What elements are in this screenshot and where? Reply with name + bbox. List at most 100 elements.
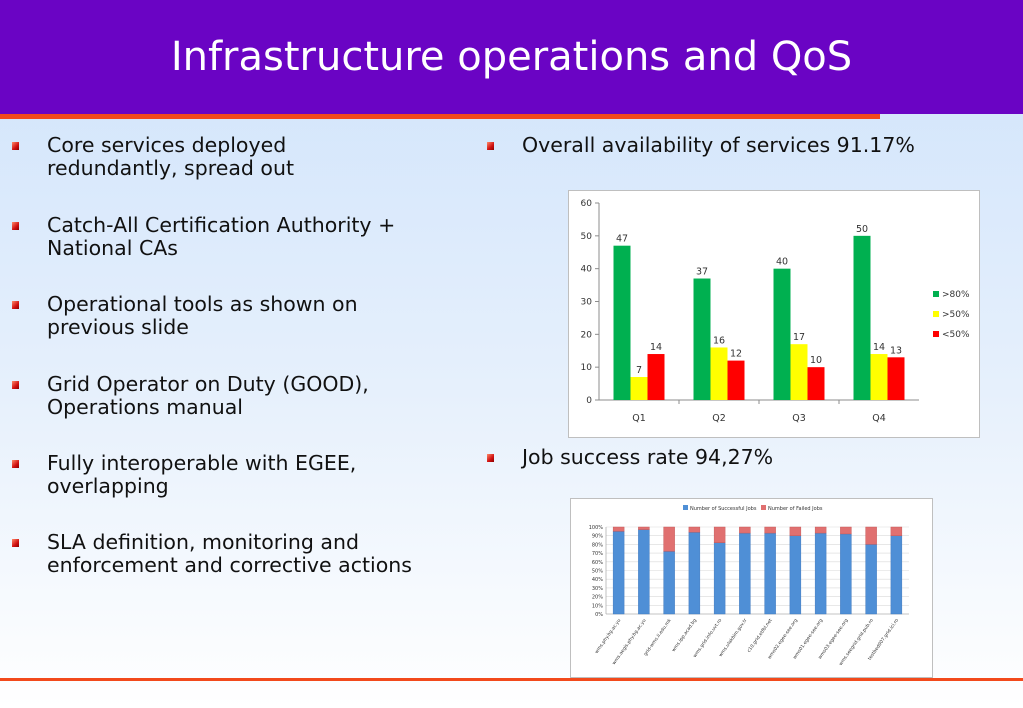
availability-chart: 0 10 20 30 40 50 60 47 7 14 Q1 37 16 12 Q2 40 17 10 Q3 50 14…: [568, 190, 980, 438]
legend-swatch: [761, 505, 766, 510]
data-label: 14: [873, 342, 885, 353]
bar-successful: [789, 535, 802, 615]
y-tick-label: 20%: [592, 595, 603, 601]
bar-failed: [663, 526, 675, 552]
job-success-chart-svg: Number of Successful Jobs Number of Faile…: [589, 505, 909, 667]
x-tick-label: Q2: [712, 413, 726, 424]
bullet-marker-icon: [12, 460, 19, 468]
y-tick-label: 10: [581, 363, 593, 373]
x-tick-label: Q1: [632, 413, 646, 424]
data-label: 17: [793, 332, 805, 343]
legend-swatch: [933, 331, 939, 337]
data-label: 12: [730, 349, 742, 360]
bullet-line: overlapping: [47, 474, 169, 498]
bar-failed: [890, 526, 903, 536]
bullet-marker-icon: [12, 301, 19, 309]
bullet-line: Catch-All Certification Authority +: [47, 213, 396, 237]
y-tick-label: 50: [581, 232, 593, 242]
bar-successful: [713, 542, 726, 615]
data-label: 50: [856, 224, 868, 235]
x-tick-label: wms.grid.info.uvt.ro: [692, 618, 723, 659]
bar: [807, 367, 825, 400]
data-label: 10: [810, 355, 822, 366]
data-label: 16: [713, 335, 725, 346]
legend-swatch: [933, 311, 939, 317]
bullet-marker-icon: [12, 539, 19, 547]
bar: [630, 377, 648, 400]
bullet-line: enforcement and corrective actions: [47, 553, 412, 577]
bar-successful: [612, 531, 625, 615]
bullet-marker-icon: [487, 142, 494, 150]
y-tick-label: 30: [581, 298, 593, 308]
bar-failed: [840, 526, 852, 535]
bar: [887, 357, 905, 400]
y-tick-label: 30%: [592, 586, 603, 592]
bar-successful: [663, 551, 675, 615]
bullet-line: redundantly, spread out: [47, 156, 295, 180]
legend-label: >50%: [942, 310, 970, 320]
y-tick-label: 0%: [595, 612, 603, 618]
y-tick-label: 10%: [592, 603, 603, 609]
y-tick-label: 0: [586, 396, 592, 406]
x-tick-label: wms.ulakbim.gov.tr: [718, 618, 749, 658]
bottom-divider: [0, 678, 1023, 681]
data-label: 13: [890, 345, 902, 356]
bullet-line: National CAs: [47, 236, 178, 260]
legend-label: Number of Failed Jobs: [768, 506, 823, 512]
bar-successful: [688, 532, 701, 615]
bullet-line: Fully interoperable with EGEE,: [47, 451, 357, 475]
data-label: 7: [636, 365, 642, 376]
availability-chart-svg: 0 10 20 30 40 50 60 47 7 14 Q1 37 16 12 Q2 40 17 10 Q3 50 14…: [581, 199, 970, 424]
bar-failed: [612, 526, 625, 532]
x-tick-label: Q4: [872, 413, 886, 424]
bar-successful: [865, 544, 877, 615]
bar-successful: [764, 532, 776, 615]
bar-failed: [739, 526, 751, 534]
bar-successful: [739, 532, 751, 615]
data-label: 37: [696, 267, 708, 278]
bar-successful: [638, 529, 650, 615]
bullet-marker-icon: [487, 454, 494, 462]
legend-label: <50%: [942, 330, 970, 340]
y-tick-label: 50%: [592, 569, 603, 575]
legend-swatch: [933, 291, 939, 297]
bar-successful: [890, 535, 903, 615]
bar-failed: [789, 526, 802, 536]
slide-title: Infrastructure operations and QoS: [170, 34, 853, 80]
bar-failed: [713, 526, 726, 543]
y-tick-label: 40: [581, 265, 593, 275]
y-tick-label: 80%: [592, 542, 603, 548]
bullet-marker-icon: [12, 222, 19, 230]
y-tick-label: 60: [581, 199, 593, 209]
y-tick-label: 70%: [592, 551, 603, 557]
bar: [647, 354, 665, 400]
job-success-chart: Number of Successful Jobs Number of Faile…: [570, 498, 933, 678]
bullet-line: Operational tools as shown on: [47, 292, 358, 316]
legend-label: Number of Successful Jobs: [690, 506, 757, 512]
bar-failed: [688, 526, 701, 533]
bar: [773, 268, 791, 400]
x-tick-label: c10.grid.etfbl.net: [746, 618, 774, 654]
bullet-line: Core services deployed: [47, 133, 287, 157]
bar: [790, 344, 808, 400]
bullet-marker-icon: [12, 381, 19, 389]
y-tick-label: 90%: [592, 534, 603, 540]
data-label: 14: [650, 342, 662, 353]
bar: [693, 278, 711, 400]
bar: [613, 245, 631, 400]
data-label: 47: [616, 234, 628, 245]
bullet-marker-icon: [12, 142, 19, 150]
bar: [870, 354, 888, 400]
bar: [853, 235, 871, 400]
bar-successful: [814, 532, 827, 615]
y-tick-label: 40%: [592, 577, 603, 583]
job-success-text: Job success rate 94,27%: [522, 445, 774, 469]
y-tick-label: 20: [581, 330, 593, 340]
bullet-line: Grid Operator on Duty (GOOD),: [47, 372, 369, 396]
title-divider: [0, 114, 880, 119]
bar-successful: [840, 533, 852, 615]
x-tick-label: grid-wms.ii.edu.mk: [643, 617, 673, 657]
title-bar: [0, 0, 1023, 114]
x-tick-label: Q3: [792, 413, 806, 424]
bullet-line: SLA definition, monitoring and: [47, 530, 359, 554]
